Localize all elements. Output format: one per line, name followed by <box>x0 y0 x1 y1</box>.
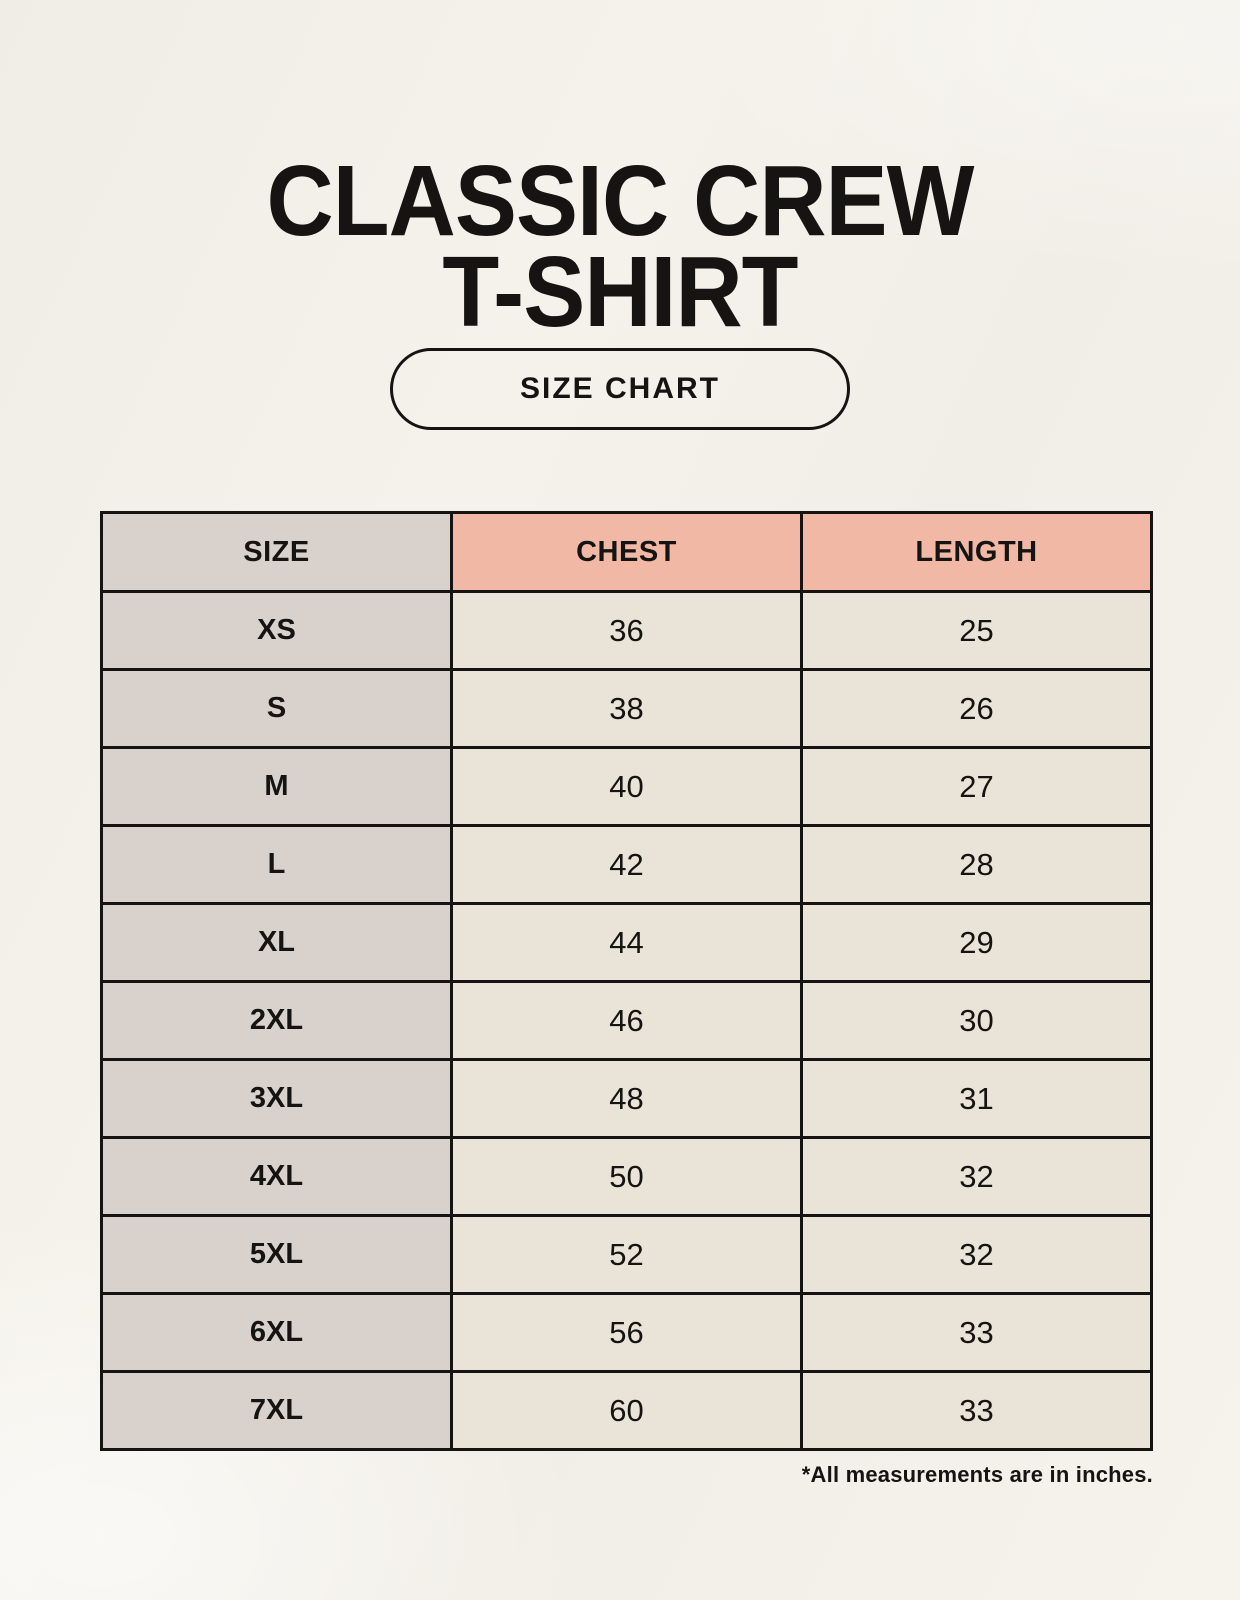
measurement-cell: 42 <box>450 824 803 905</box>
size-label-cell: M <box>100 746 453 827</box>
table-row: S 38 26 <box>100 668 1153 749</box>
measurement-cell: 27 <box>800 746 1153 827</box>
size-chart-badge: SIZE CHART <box>390 348 850 430</box>
measurement-cell: 40 <box>450 746 803 827</box>
size-label-cell: S <box>100 668 453 749</box>
measurement-cell: 60 <box>450 1370 803 1451</box>
size-table-header: SIZE CHEST LENGTH <box>100 511 1153 593</box>
measurement-cell: 32 <box>800 1136 1153 1217</box>
table-row: 4XL 50 32 <box>100 1136 1153 1217</box>
size-label-cell: XS <box>100 590 453 671</box>
measurement-cell: 29 <box>800 902 1153 983</box>
table-row: L 42 28 <box>100 824 1153 905</box>
column-header-size: SIZE <box>100 511 453 593</box>
table-row: XS 36 25 <box>100 590 1153 671</box>
measurement-cell: 36 <box>450 590 803 671</box>
size-label-cell: 7XL <box>100 1370 453 1451</box>
measurement-cell: 33 <box>800 1292 1153 1373</box>
measurements-note: *All measurements are in inches. <box>801 1462 1153 1487</box>
size-table: SIZE CHEST LENGTH XS 36 25 S 38 26 M 40 27 L 42 28 XL 4… <box>100 511 1153 1451</box>
measurement-cell: 28 <box>800 824 1153 905</box>
page-title-line1: CLASSIC CREW <box>266 145 974 257</box>
page-title: CLASSIC CREW T-SHIRT <box>0 145 1240 348</box>
table-row: 5XL 52 32 <box>100 1214 1153 1295</box>
size-label-cell: L <box>100 824 453 905</box>
measurement-cell: 38 <box>450 668 803 749</box>
column-header-length: LENGTH <box>800 511 1153 593</box>
table-row: 6XL 56 33 <box>100 1292 1153 1373</box>
measurement-cell: 56 <box>450 1292 803 1373</box>
size-label-cell: 3XL <box>100 1058 453 1139</box>
table-row: 3XL 48 31 <box>100 1058 1153 1139</box>
page-title-line2: T-SHIRT <box>442 236 798 348</box>
table-row: 2XL 46 30 <box>100 980 1153 1061</box>
size-chart-badge-label: SIZE CHART <box>520 372 720 405</box>
size-label-cell: 2XL <box>100 980 453 1061</box>
measurement-cell: 33 <box>800 1370 1153 1451</box>
measurement-cell: 44 <box>450 902 803 983</box>
size-label-cell: 6XL <box>100 1292 453 1373</box>
measurement-cell: 26 <box>800 668 1153 749</box>
size-table-body: XS 36 25 S 38 26 M 40 27 L 42 28 XL 44 29 2XL 46 30 3XL 48 3… <box>100 590 1153 1451</box>
measurement-cell: 48 <box>450 1058 803 1139</box>
header-row: SIZE CHEST LENGTH <box>100 511 1153 593</box>
size-label-cell: 4XL <box>100 1136 453 1217</box>
column-header-chest: CHEST <box>450 511 803 593</box>
table-row: 7XL 60 33 <box>100 1370 1153 1451</box>
table-row: M 40 27 <box>100 746 1153 827</box>
measurement-cell: 52 <box>450 1214 803 1295</box>
size-label-cell: XL <box>100 902 453 983</box>
measurement-cell: 50 <box>450 1136 803 1217</box>
measurement-cell: 32 <box>800 1214 1153 1295</box>
size-label-cell: 5XL <box>100 1214 453 1295</box>
measurement-cell: 31 <box>800 1058 1153 1139</box>
measurement-cell: 46 <box>450 980 803 1061</box>
table-row: XL 44 29 <box>100 902 1153 983</box>
measurement-cell: 30 <box>800 980 1153 1061</box>
measurement-cell: 25 <box>800 590 1153 671</box>
